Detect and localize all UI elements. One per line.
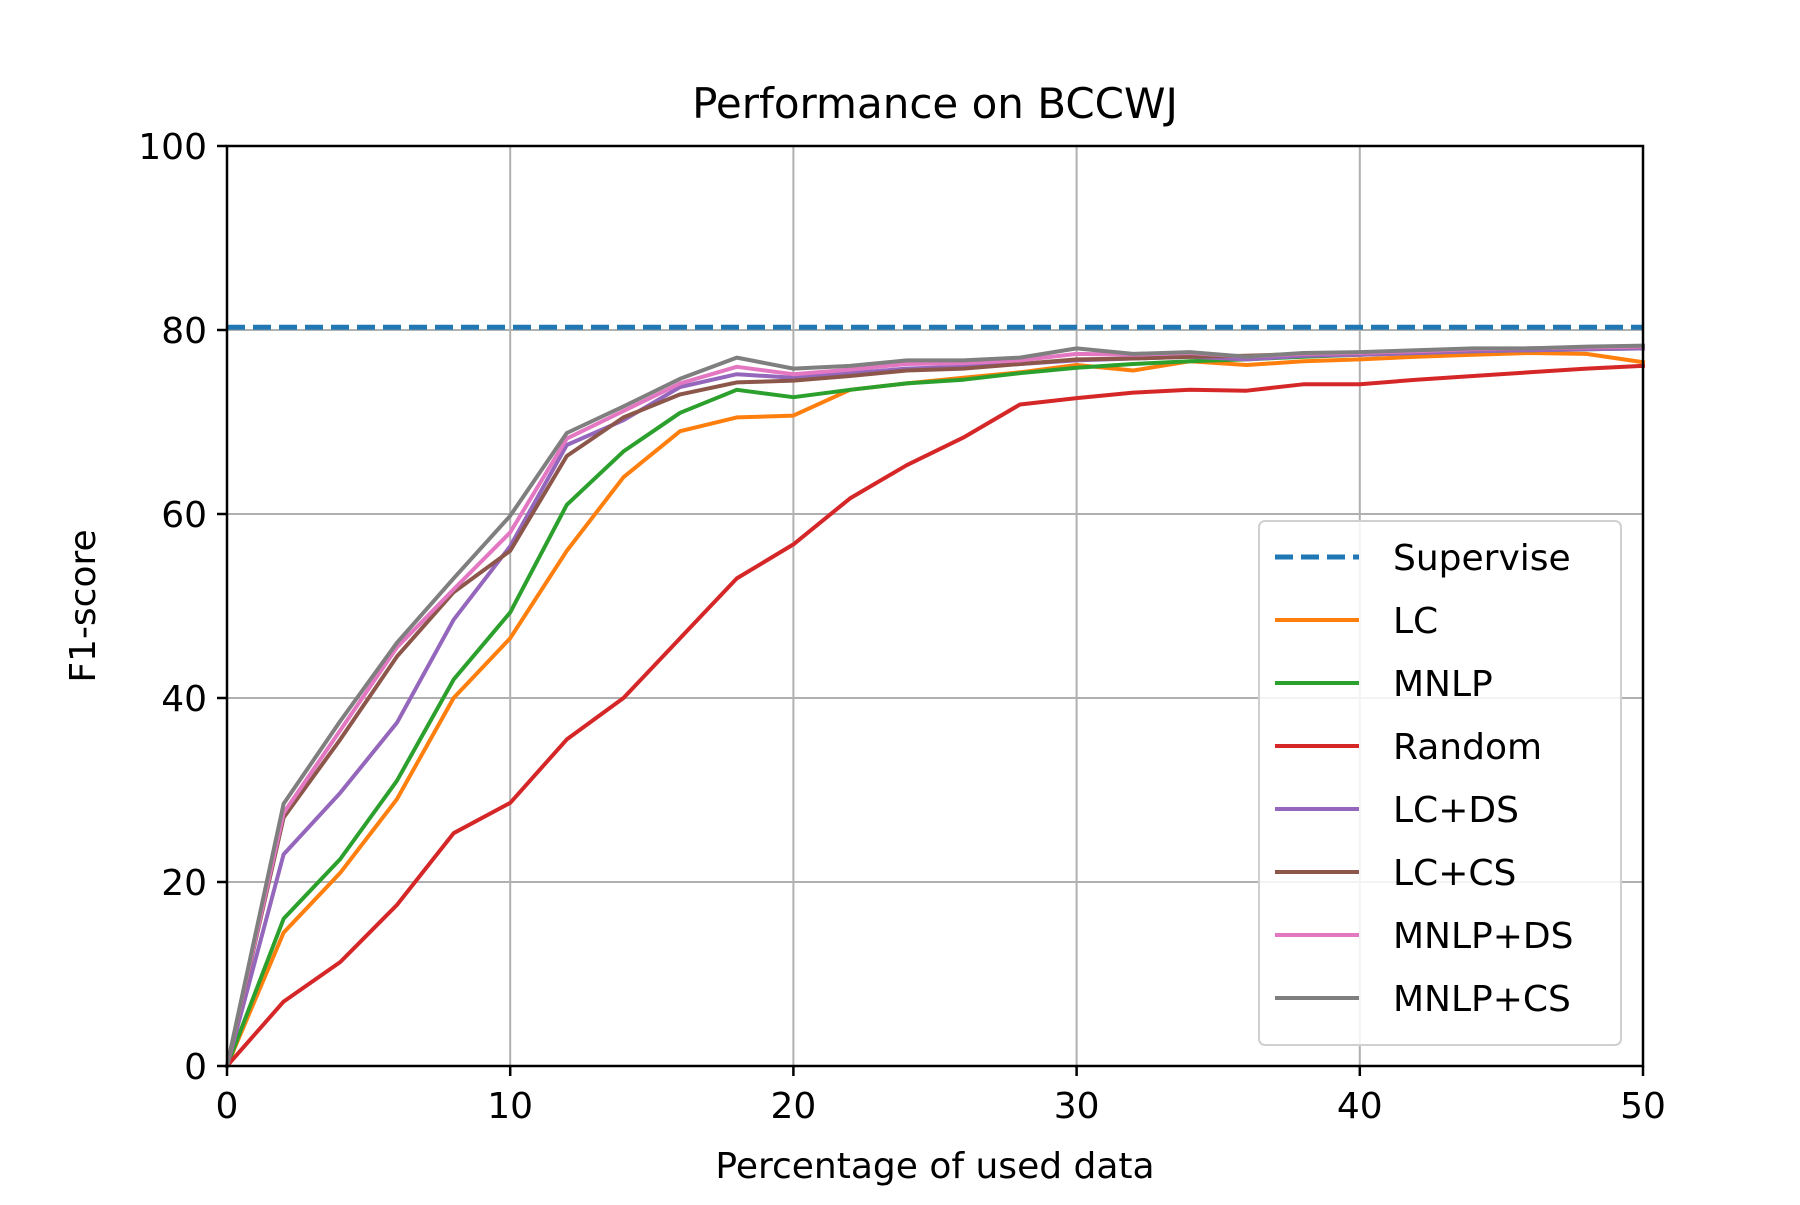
legend-label-random: Random: [1393, 727, 1542, 768]
legend-box: [1258, 520, 1622, 1046]
y-axis-title: F1-score: [63, 529, 104, 682]
legend-label-lc-plus-ds: LC+DS: [1393, 790, 1519, 831]
grid-layer: [226, 145, 1644, 1067]
legend-label-mnlp-plus-cs: MNLP+CS: [1393, 979, 1571, 1020]
y-tick-label: 0: [184, 1047, 207, 1088]
y-tick-label: 100: [138, 127, 207, 168]
x-tick-label: 50: [1620, 1086, 1666, 1127]
x-tick-label: 20: [770, 1086, 816, 1127]
series-line-mnlp-plus-cs: [224, 343, 1646, 1069]
legend-label-lc: LC: [1393, 601, 1438, 642]
x-tick-label: 0: [216, 1086, 239, 1127]
series-layer: [224, 324, 1646, 1069]
y-tick-label: 40: [161, 679, 207, 720]
legend-label-mnlp-plus-ds: MNLP+DS: [1393, 916, 1574, 957]
plot-frame: [225, 144, 1645, 1068]
legend-label-mnlp: MNLP: [1393, 664, 1493, 705]
y-tick-label: 20: [161, 863, 207, 904]
legend: Supervise LC MNLP Random LC+DS LC+CS MNLP+DS MN…: [1258, 520, 1622, 1046]
x-axis-title: Percentage of used data: [715, 1146, 1154, 1187]
legend-label-lc-plus-cs: LC+CS: [1393, 853, 1516, 894]
x-tick-label: 40: [1337, 1086, 1383, 1127]
chart-title: Performance on BCCWJ: [692, 79, 1178, 128]
x-tick-label: 30: [1054, 1086, 1100, 1127]
legend-label-supervise: Supervise: [1393, 538, 1571, 579]
series-line-random: [224, 363, 1646, 1069]
x-tick-label: 10: [487, 1086, 533, 1127]
tick-layer: 0 10 20 30 40 50 0 20 40 60 80 100: [138, 127, 1666, 1127]
y-tick-label: 60: [161, 495, 207, 536]
y-tick-label: 80: [161, 311, 207, 352]
